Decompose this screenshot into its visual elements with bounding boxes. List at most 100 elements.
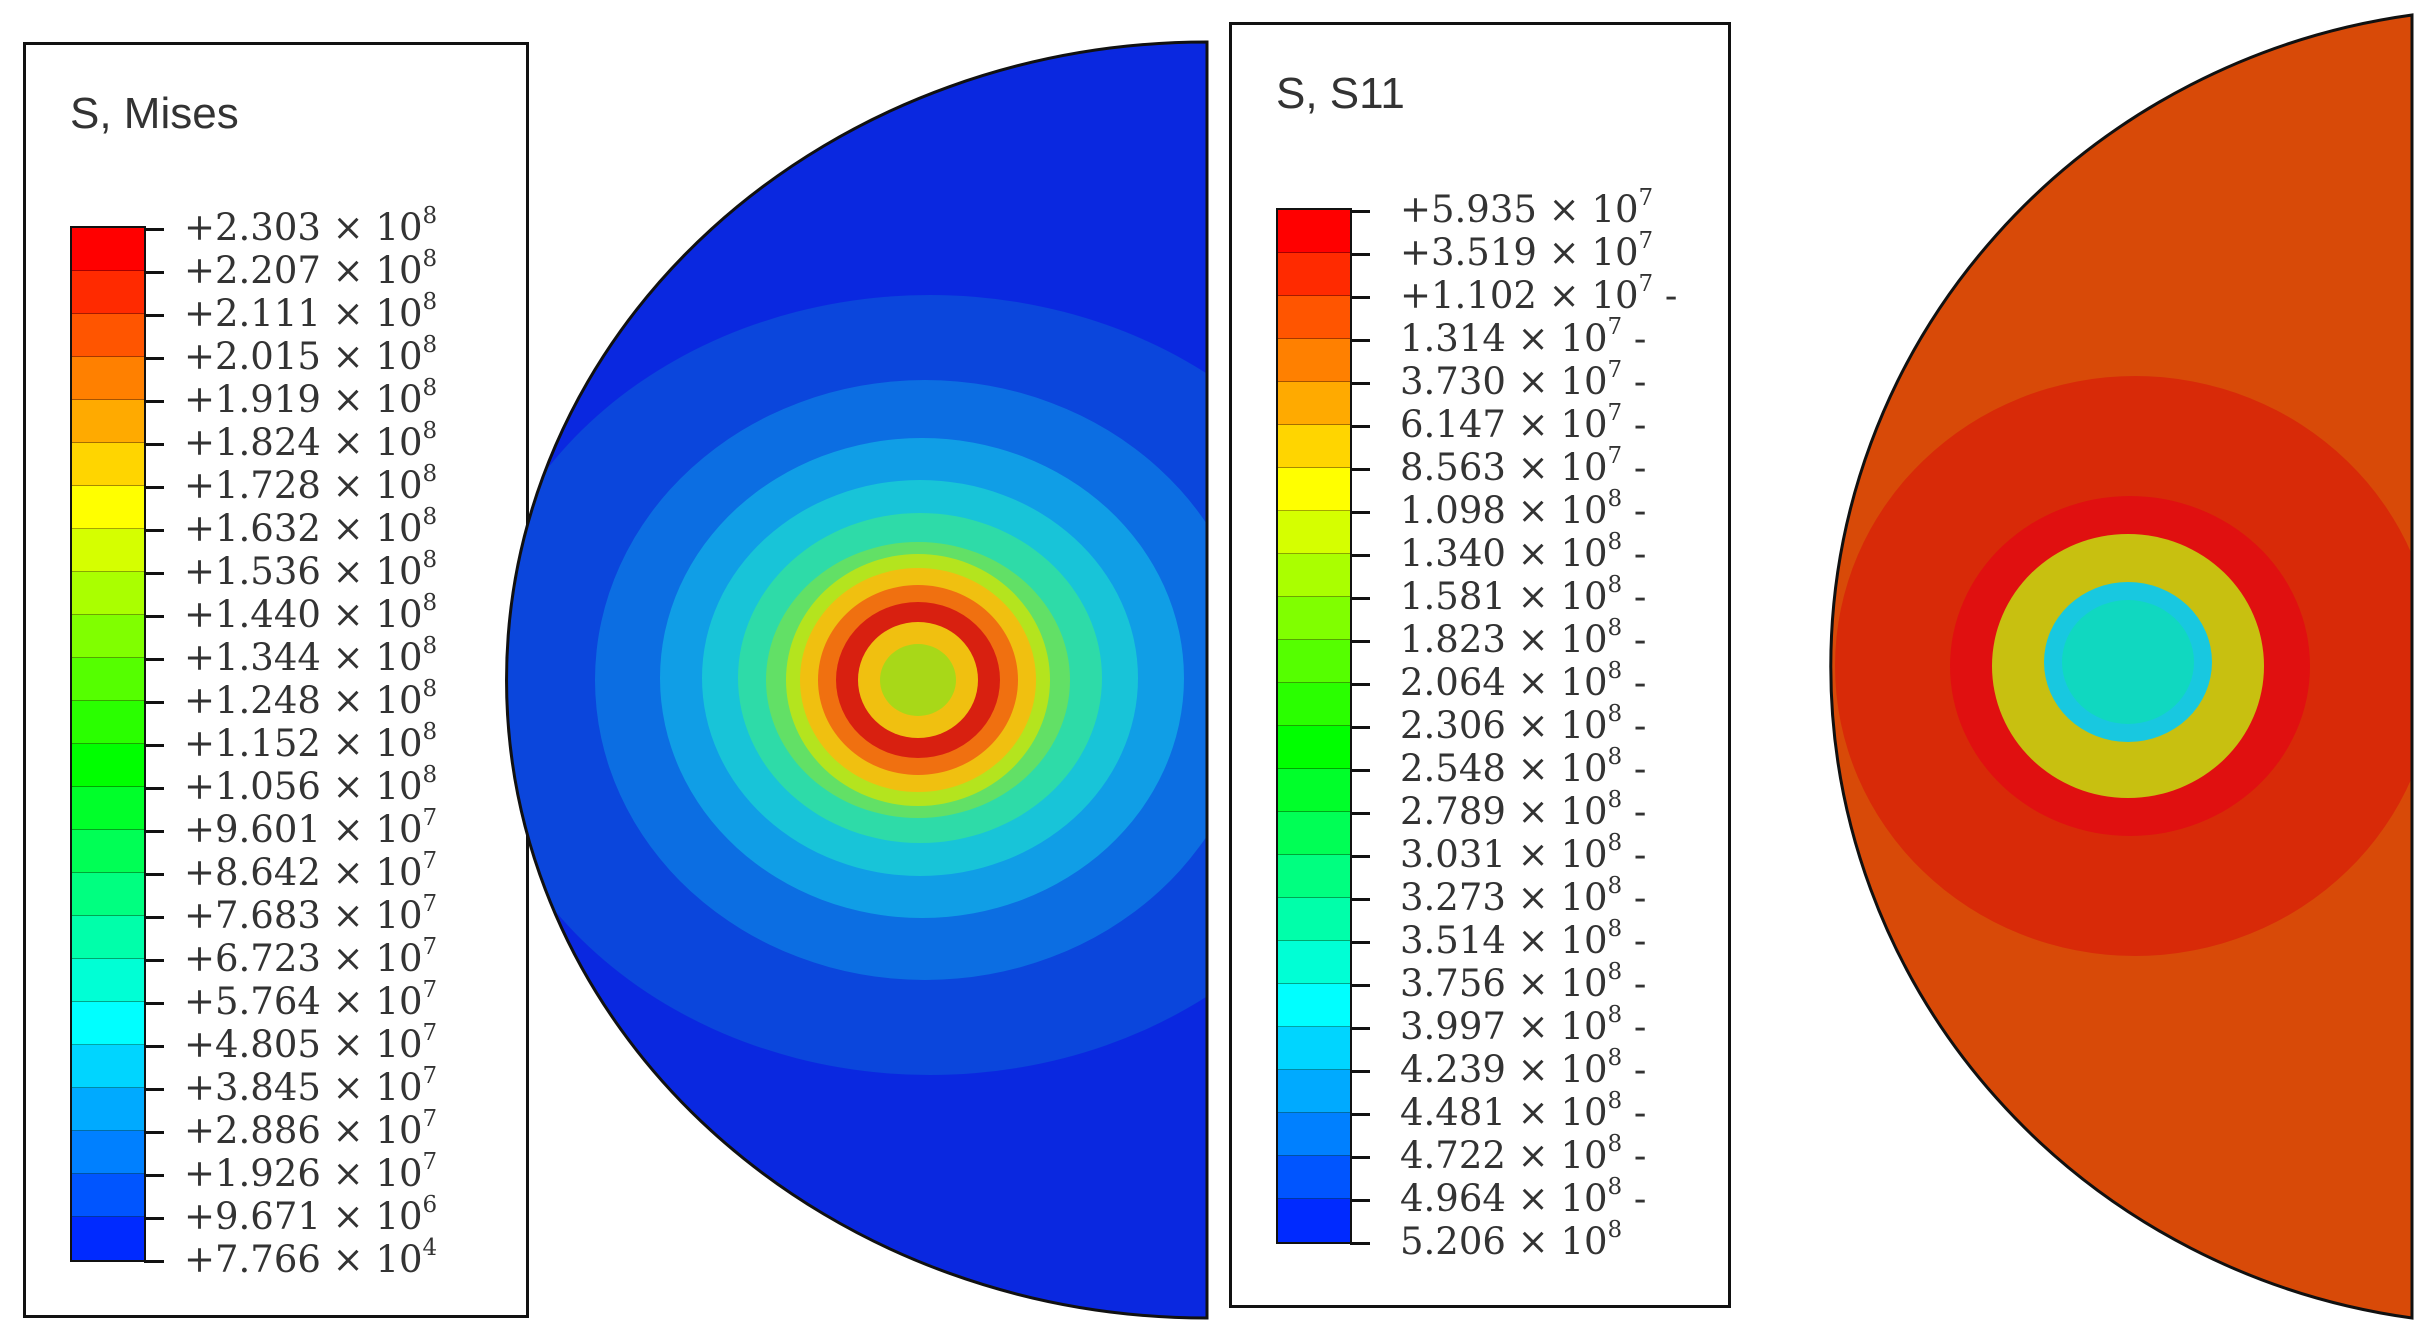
mises-legend-tick [144,1260,164,1263]
mises-legend-label: +2.207 × 108 [184,246,438,292]
mises-legend-tick [144,400,164,403]
s11-legend-tick [1350,898,1370,901]
mises-legend-tick [144,529,164,532]
s11-legend-tick [1350,554,1370,557]
s11-legend-label: 4.722 × 108 - [1400,1131,1647,1177]
s11-legend-tick [1350,339,1370,342]
mises-legend-label: +9.671 × 106 [184,1192,438,1238]
mises-legend-label: +3.845 × 107 [184,1063,438,1109]
s11-legend-tick [1350,1113,1370,1116]
s11-legend-tick [1350,468,1370,471]
s11-legend-label: 3.997 × 108 - [1400,1002,1647,1048]
s11-legend-tick [1350,1199,1370,1202]
mises-contour-plot [506,42,1207,1318]
s11-colorbar-swatch [1278,726,1350,769]
mises-legend: S, Mises +2.303 × 108 +2.207 × 108 +2.111 … [23,42,529,1318]
mises-legend-label: +1.152 × 108 [184,719,438,765]
mises-legend-label: +1.440 × 108 [184,590,438,636]
s11-legend-tick [1350,1027,1370,1030]
mises-legend-tick [144,314,164,317]
s11-legend-tick [1350,253,1370,256]
mises-colorbar-swatch [72,486,144,529]
mises-legend-tick [144,787,164,790]
s11-legend-label: +1.102 × 107 - [1400,271,1678,317]
mises-colorbar-swatch [72,228,144,271]
s11-legend-label: 3.730 × 107 - [1400,357,1647,403]
s11-legend-tick [1350,726,1370,729]
mises-legend-tick [144,572,164,575]
s11-legend-label: 4.964 × 108 - [1400,1174,1647,1220]
mises-legend-tick [144,830,164,833]
s11-legend-label: 2.789 × 108 - [1400,787,1647,833]
s11-legend-label: 3.273 × 108 - [1400,873,1647,919]
s11-legend-tick [1350,769,1370,772]
mises-legend-label: +1.056 × 108 [184,762,438,808]
s11-colorbar-swatch [1278,339,1350,382]
mises-colorbar-swatch [72,615,144,658]
s11-colorbar-swatch [1278,511,1350,554]
mises-colorbar-swatch [72,314,144,357]
s11-legend-tick [1350,640,1370,643]
s11-colorbar-swatch [1278,597,1350,640]
s11-plot-outline [1829,13,2414,1320]
mises-legend-tick [144,443,164,446]
mises-legend-tick [144,271,164,274]
s11-colorbar-swatch [1278,683,1350,726]
s11-legend-tick [1350,597,1370,600]
mises-legend-tick [144,1131,164,1134]
s11-contour-plot [1830,15,2412,1318]
s11-legend-label: 2.306 × 108 - [1400,701,1647,747]
mises-legend-tick [144,916,164,919]
mises-colorbar-swatch [72,744,144,787]
s11-colorbar-swatch [1278,812,1350,855]
mises-colorbar-swatch [72,271,144,314]
mises-legend-tick [144,486,164,489]
mises-legend-label: +1.926 × 107 [184,1149,438,1195]
s11-colorbar-swatch [1278,941,1350,984]
mises-legend-tick [144,658,164,661]
s11-legend-tick [1350,296,1370,299]
s11-colorbar [1276,208,1352,1244]
mises-colorbar-swatch [72,916,144,959]
mises-legend-label: +7.766 × 104 [184,1235,438,1281]
s11-colorbar-swatch [1278,898,1350,941]
mises-legend-label: +1.344 × 108 [184,633,438,679]
mises-legend-label: +9.601 × 107 [184,805,438,851]
mises-legend-label: +2.015 × 108 [184,332,438,378]
s11-colorbar-swatch [1278,253,1350,296]
mises-colorbar-swatch [72,400,144,443]
mises-colorbar-swatch [72,1131,144,1174]
mises-legend-tick [144,873,164,876]
mises-colorbar-swatch [72,572,144,615]
s11-legend-tick [1350,812,1370,815]
s11-colorbar-swatch [1278,1113,1350,1156]
mises-legend-tick [144,228,164,231]
s11-colorbar-swatch [1278,855,1350,898]
s11-legend-label: 3.514 × 108 - [1400,916,1647,962]
s11-colorbar-swatch [1278,1027,1350,1070]
mises-legend-title: S, Mises [70,89,239,138]
mises-colorbar-swatch [72,1174,144,1217]
mises-colorbar-swatch [72,787,144,830]
s11-colorbar-swatch [1278,468,1350,511]
s11-legend-label: 3.756 × 108 - [1400,959,1647,1005]
mises-legend-tick [144,1045,164,1048]
mises-colorbar [70,226,146,1262]
s11-legend-tick [1350,382,1370,385]
mises-legend-tick [144,1217,164,1220]
s11-legend-tick [1350,984,1370,987]
mises-legend-label: +1.632 × 108 [184,504,438,550]
s11-legend-label: 3.031 × 108 - [1400,830,1647,876]
s11-legend-label: 1.098 × 108 - [1400,486,1647,532]
s11-colorbar-swatch [1278,554,1350,597]
s11-legend-label: 1.581 × 108 - [1400,572,1647,618]
mises-legend-tick [144,744,164,747]
s11-legend-label: 8.563 × 107 - [1400,443,1647,489]
mises-colorbar-swatch [72,830,144,873]
s11-legend-tick [1350,425,1370,428]
mises-legend-label: +7.683 × 107 [184,891,438,937]
s11-legend-tick [1350,1156,1370,1159]
mises-legend-label: +5.764 × 107 [184,977,438,1023]
s11-colorbar-swatch [1278,640,1350,683]
